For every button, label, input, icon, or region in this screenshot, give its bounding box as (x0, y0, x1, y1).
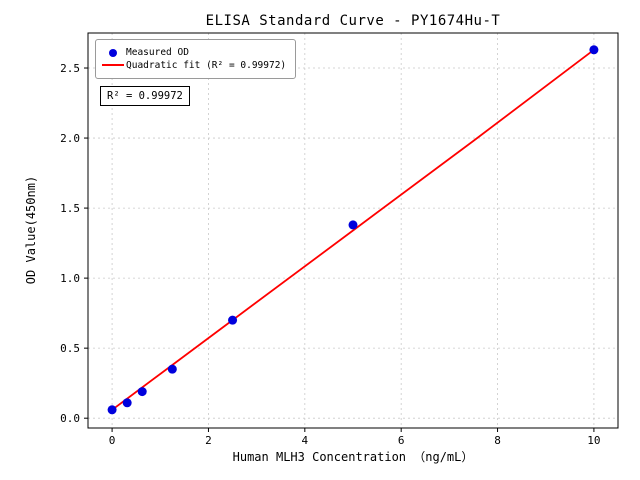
fit-line-marker (102, 64, 124, 67)
legend-label-measured-od: Measured OD (126, 47, 189, 58)
measured-od-marker (109, 48, 117, 57)
data-point (137, 387, 147, 397)
x-tick-label: 0 (109, 434, 116, 447)
x-tick-label: 8 (494, 434, 501, 447)
data-point (348, 220, 358, 230)
y-tick-label: 1.5 (60, 202, 80, 215)
data-point (107, 405, 117, 415)
legend-marker-cell (100, 64, 126, 67)
legend-entry-measured-od: Measured OD (100, 48, 286, 58)
x-tick-label: 4 (302, 434, 309, 447)
y-tick-label: 0.0 (60, 412, 80, 425)
legend: Measured OD Quadratic fit (R² = 0.99972) (95, 39, 297, 79)
data-point (228, 315, 238, 325)
x-tick-label: 10 (587, 434, 600, 447)
x-tick-label: 2 (205, 434, 212, 447)
y-axis-label: OD Value(450nm) (24, 175, 38, 285)
y-tick-label: 1.0 (60, 272, 80, 285)
chart-title: ELISA Standard Curve - PY1674Hu-T (205, 13, 501, 29)
y-tick-label: 2.5 (60, 62, 80, 75)
r-squared-annotation: R² = 0.99972 (100, 86, 190, 106)
legend-entry-quadratic-fit: Quadratic fit (R² = 0.99972) (100, 59, 287, 71)
fit-line (111, 49, 595, 411)
x-axis-label: Human MLH3 Concentration （ng/mL） (232, 450, 474, 464)
x-tick-label: 6 (398, 434, 405, 447)
legend-marker-cell (100, 48, 126, 57)
legend-label-quadratic-fit: Quadratic fit (R² = 0.99972) (126, 59, 287, 71)
y-tick-label: 2.0 (60, 132, 80, 145)
data-point (589, 45, 599, 55)
plot-border (87, 32, 619, 429)
data-point (167, 364, 177, 374)
data-point (122, 398, 132, 408)
y-tick-label: 0.5 (60, 342, 80, 355)
